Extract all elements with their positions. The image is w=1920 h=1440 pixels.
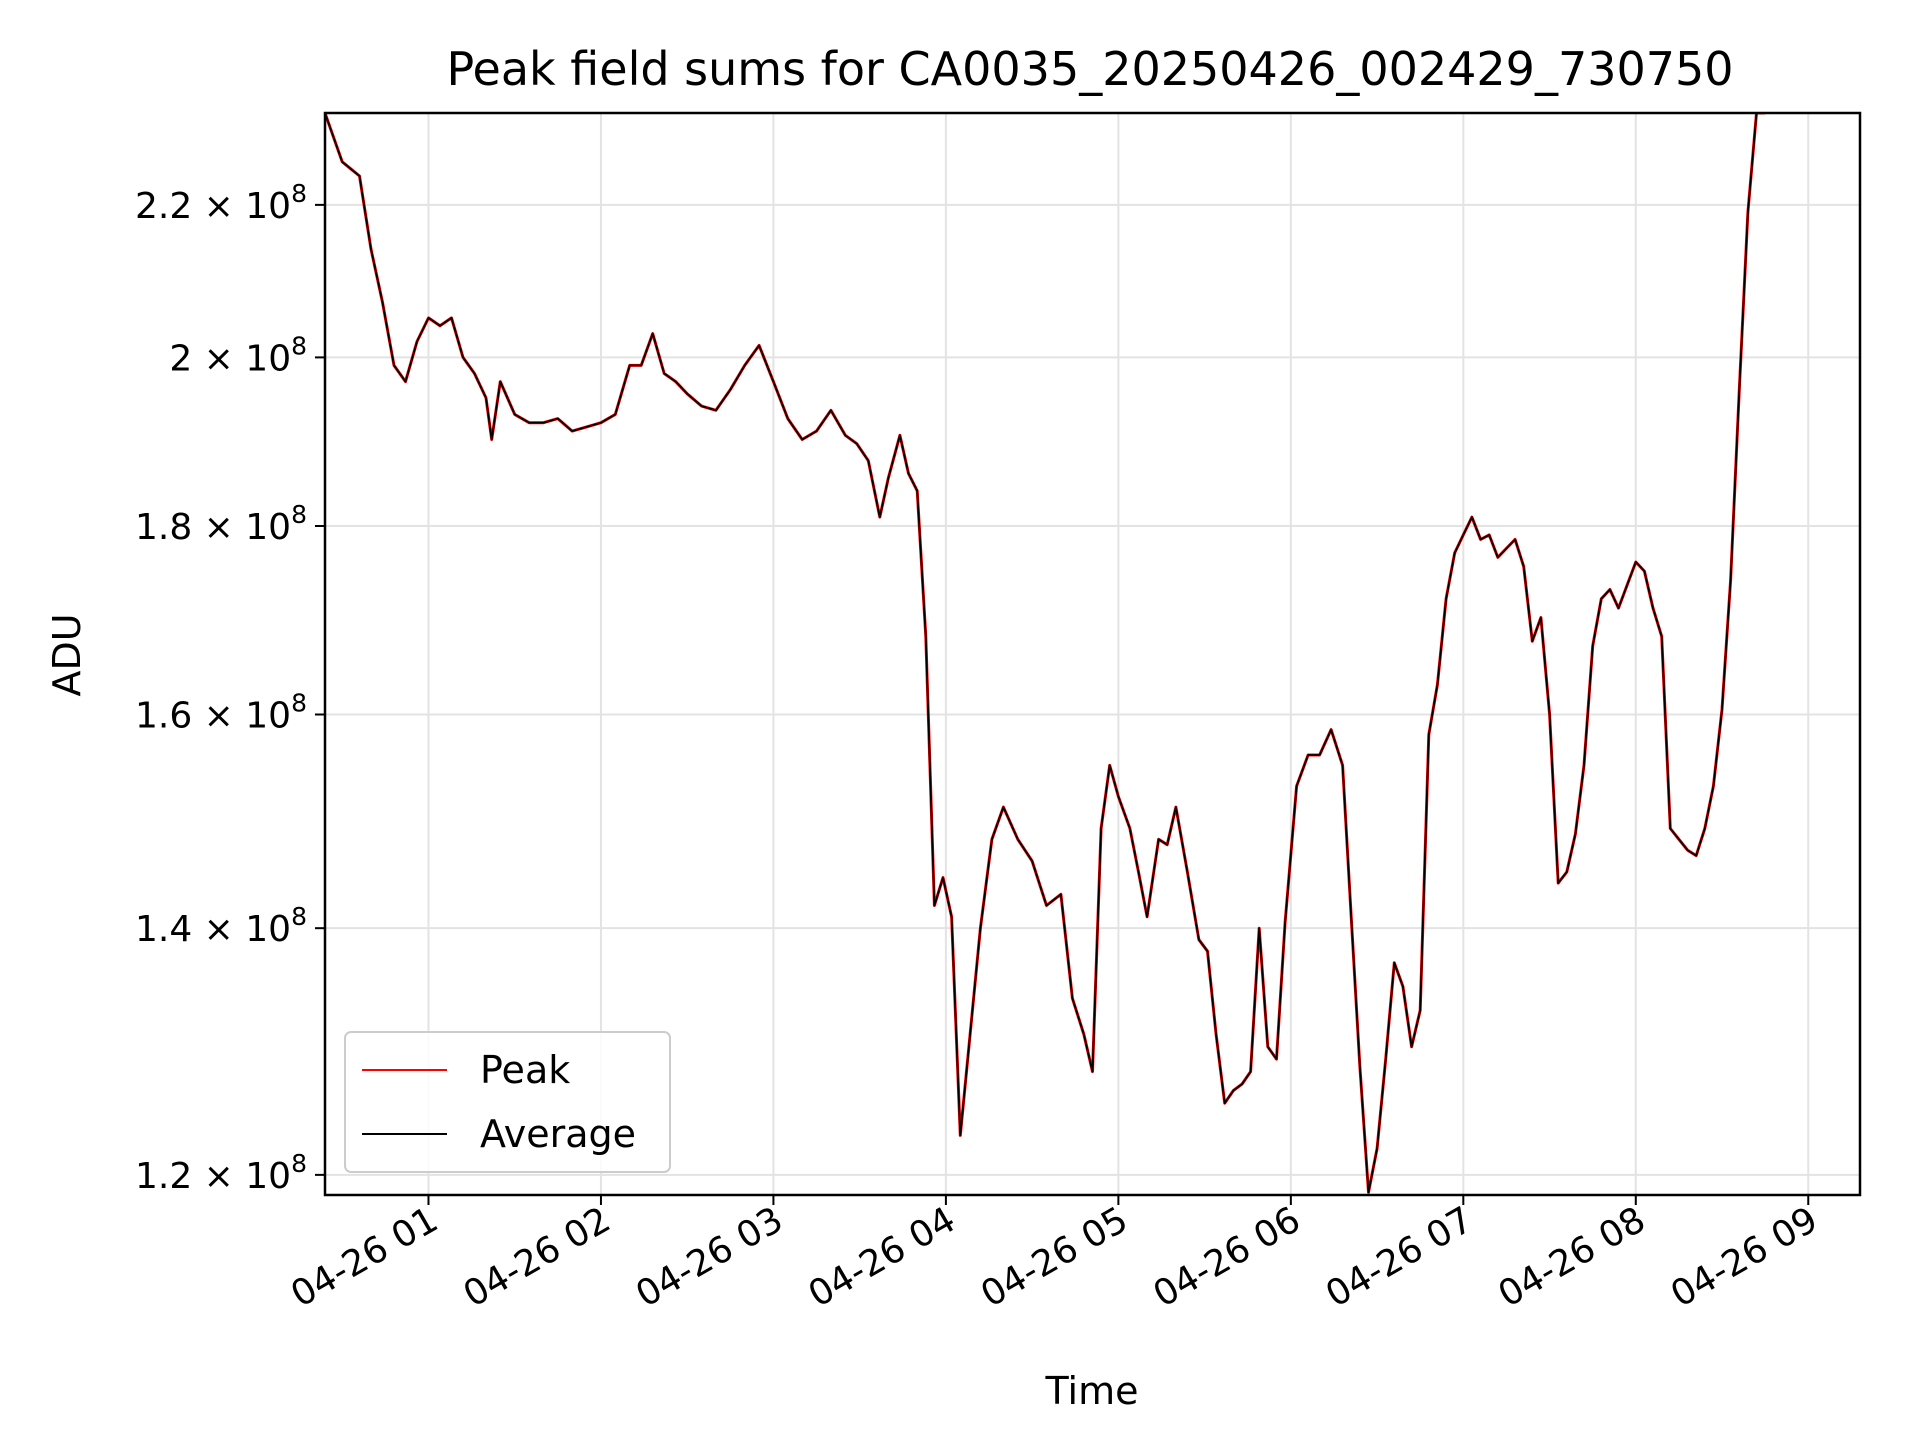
legend-box (344, 1031, 671, 1173)
series-layer (325, 113, 1766, 1194)
y-tick-label: 1.2 × 108 (135, 1149, 307, 1197)
plot-frame (323, 111, 1862, 1197)
x-axis-label: Time (1045, 1369, 1139, 1413)
y-tick-label: 2 × 108 (169, 331, 307, 379)
y-axis: 1.2 × 108 1.4 × 108 1.6 × 108 1.8 × 108 2 × … (135, 179, 325, 1197)
y-tick-label: 2.2 × 108 (135, 179, 307, 227)
series-line-average (325, 113, 1766, 1194)
legend: Peak Average (344, 1031, 671, 1173)
y-axis-label: ADU (45, 613, 89, 696)
legend-label-peak: Peak (480, 1048, 570, 1092)
y-tick-label: 1.8 × 108 (135, 500, 307, 548)
grid-lines (325, 113, 1860, 1195)
chart-title: Peak field sums for CA0035_20250426_0024… (446, 42, 1733, 96)
y-tick-label: 1.6 × 108 (135, 688, 307, 736)
legend-label-average: Average (480, 1112, 636, 1156)
y-tick-label: 1.4 × 108 (135, 902, 307, 950)
